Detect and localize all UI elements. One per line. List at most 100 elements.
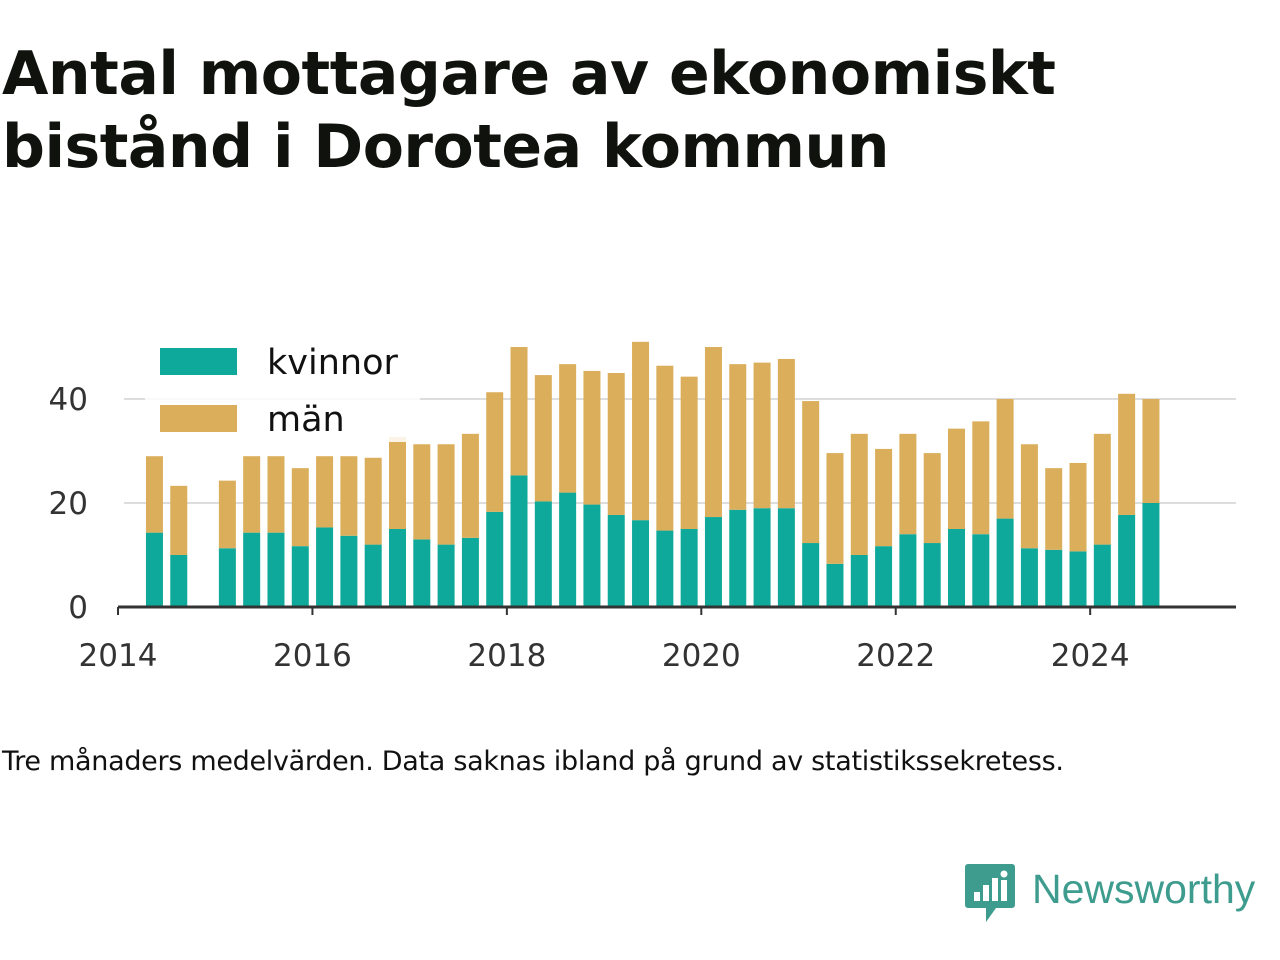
x-tick-label: 2014 — [79, 638, 158, 674]
brand-name: Newsworthy — [1032, 866, 1256, 912]
bar-kvinnor — [170, 555, 188, 607]
bar-kvinnor — [826, 563, 844, 607]
bar-kvinnor — [802, 543, 820, 607]
bar-man — [729, 364, 747, 510]
bar-kvinnor — [559, 492, 577, 607]
bar-man — [583, 370, 601, 505]
bar-man — [267, 456, 285, 533]
bar-man — [170, 485, 188, 555]
bar-kvinnor — [948, 529, 965, 607]
bar-kvinnor — [1142, 503, 1160, 607]
bar-man — [972, 421, 990, 535]
bar-man — [777, 358, 795, 509]
bar-kvinnor — [777, 508, 795, 607]
legend-label: kvinnor — [267, 343, 398, 383]
bar-kvinnor — [437, 544, 455, 607]
y-tick-label: 0 — [68, 590, 88, 626]
chart-title: Antal mottagare av ekonomiskt bistånd i … — [2, 39, 1056, 182]
bar-man — [826, 453, 844, 564]
stacked-bar-chart: 0 20 40 2014 2016 2018 2020 2022 2024 kvinnor män — [48, 338, 1236, 674]
bar-man — [1045, 468, 1063, 550]
bar-man — [1020, 444, 1038, 549]
bar-man — [1142, 399, 1160, 503]
bar-man — [656, 365, 674, 531]
bar-kvinnor — [243, 532, 261, 607]
bar-man — [510, 347, 528, 476]
bar-man — [340, 456, 358, 536]
bar-kvinnor — [218, 548, 236, 607]
bar-kvinnor — [389, 529, 406, 607]
legend: kvinnor män — [145, 338, 420, 442]
bar-man — [996, 399, 1014, 519]
bar-kvinnor — [413, 539, 431, 607]
bar-kvinnor — [656, 530, 674, 607]
bar-kvinnor — [1045, 549, 1063, 607]
bar-man — [632, 341, 650, 521]
bar-man — [899, 433, 917, 535]
y-tick-label: 20 — [49, 486, 88, 522]
bar-man — [948, 428, 965, 529]
legend-label: män — [267, 400, 345, 440]
bar-kvinnor — [461, 537, 479, 607]
bar-kvinnor — [486, 511, 504, 607]
bar-kvinnor — [850, 555, 868, 607]
bar-kvinnor — [583, 504, 601, 607]
bar-man — [437, 444, 455, 545]
bar-kvinnor — [1069, 551, 1087, 607]
bar-man — [1069, 462, 1087, 552]
bar-kvinnor — [534, 501, 552, 607]
bar-kvinnor — [145, 532, 163, 607]
x-tick-label: 2020 — [662, 638, 741, 674]
bar-man — [607, 373, 625, 515]
bar-kvinnor — [729, 509, 747, 607]
bar-kvinnor — [972, 534, 990, 607]
bar-man — [316, 456, 334, 528]
bar-man — [413, 444, 431, 540]
bar-kvinnor — [510, 475, 528, 607]
legend-swatch-kvinnor — [160, 348, 237, 375]
bar-man — [753, 362, 771, 509]
bar-kvinnor — [875, 546, 893, 607]
bar-man — [559, 364, 577, 493]
x-tick-label: 2016 — [273, 638, 352, 674]
bar-series — [145, 341, 1160, 607]
bar-man — [1093, 433, 1111, 545]
bar-kvinnor — [340, 535, 358, 607]
bar-kvinnor — [680, 529, 698, 607]
bar-man — [534, 375, 552, 502]
y-tick-label: 40 — [49, 382, 88, 418]
bar-man — [680, 376, 698, 529]
bar-kvinnor — [291, 546, 309, 607]
bar-kvinnor — [753, 508, 771, 607]
x-tick-label: 2022 — [856, 638, 935, 674]
bar-kvinnor — [899, 534, 917, 607]
bar-man — [486, 392, 504, 512]
bar-kvinnor — [1118, 514, 1136, 607]
chart-caption: Tre månaders medelvärden. Data saknas ib… — [2, 746, 1064, 777]
bar-man — [218, 480, 236, 549]
bar-kvinnor — [267, 532, 285, 607]
bar-man — [850, 433, 868, 555]
brand-logo[interactable]: Newsworthy — [964, 862, 1255, 928]
bar-man — [704, 347, 722, 518]
bar-man — [291, 468, 309, 547]
bar-kvinnor — [704, 517, 722, 607]
bar-man — [145, 456, 163, 533]
bar-kvinnor — [923, 543, 941, 607]
x-tick-label: 2024 — [1051, 638, 1130, 674]
bar-kvinnor — [1020, 548, 1038, 607]
bar-man — [923, 453, 941, 544]
bar-kvinnor — [632, 520, 650, 607]
bar-man — [461, 433, 479, 538]
bar-man — [364, 457, 382, 545]
bar-kvinnor — [316, 527, 334, 607]
bar-man — [875, 448, 893, 547]
bar-man — [1118, 393, 1136, 515]
newsworthy-logo-icon — [965, 864, 1015, 922]
x-tick-label: 2018 — [467, 638, 546, 674]
bar-man — [389, 436, 406, 529]
bar-man — [243, 456, 261, 533]
axes: 0 20 40 2014 2016 2018 2020 2022 2024 — [49, 382, 1236, 674]
bar-kvinnor — [996, 518, 1014, 607]
bar-kvinnor — [364, 544, 382, 607]
